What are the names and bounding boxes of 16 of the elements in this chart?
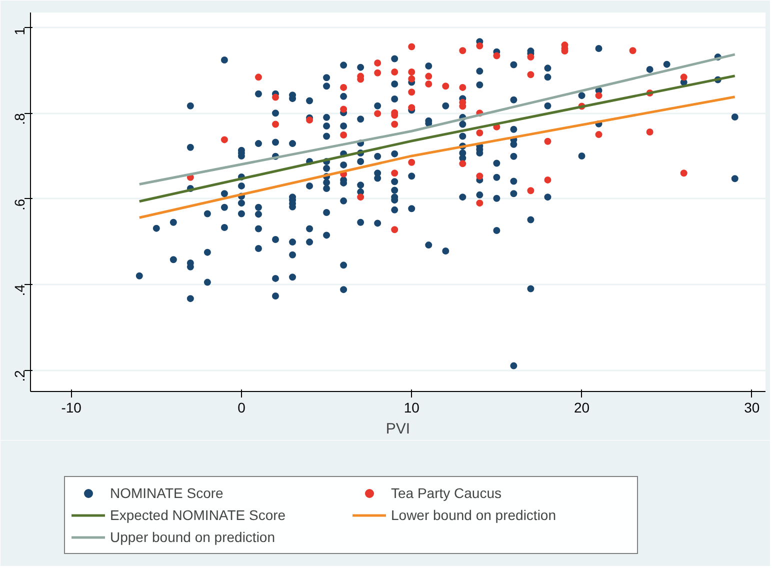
legend-label: Lower bound on prediction bbox=[391, 507, 558, 523]
y-tick-label: 1 bbox=[12, 27, 28, 36]
legend-label: Tea Party Caucus bbox=[391, 485, 502, 501]
x-tick-label: 0 bbox=[238, 400, 246, 416]
y-tick-label: .6 bbox=[12, 198, 28, 210]
y-tick-label: .4 bbox=[12, 284, 28, 296]
x-tick-label: 10 bbox=[404, 400, 420, 416]
y-tick-label: .8 bbox=[12, 112, 28, 125]
x-axis-title: PVI bbox=[386, 420, 410, 438]
x-tick-label: 20 bbox=[574, 400, 590, 416]
x-tick-label: 30 bbox=[744, 400, 760, 416]
legend-label: Upper bound on prediction bbox=[110, 529, 276, 545]
legend-label: NOMINATE Score bbox=[110, 485, 224, 501]
y-tick-label: .2 bbox=[12, 370, 28, 382]
legend-label: Expected NOMINATE Score bbox=[110, 507, 287, 523]
x-tick-label: -10 bbox=[61, 400, 82, 416]
